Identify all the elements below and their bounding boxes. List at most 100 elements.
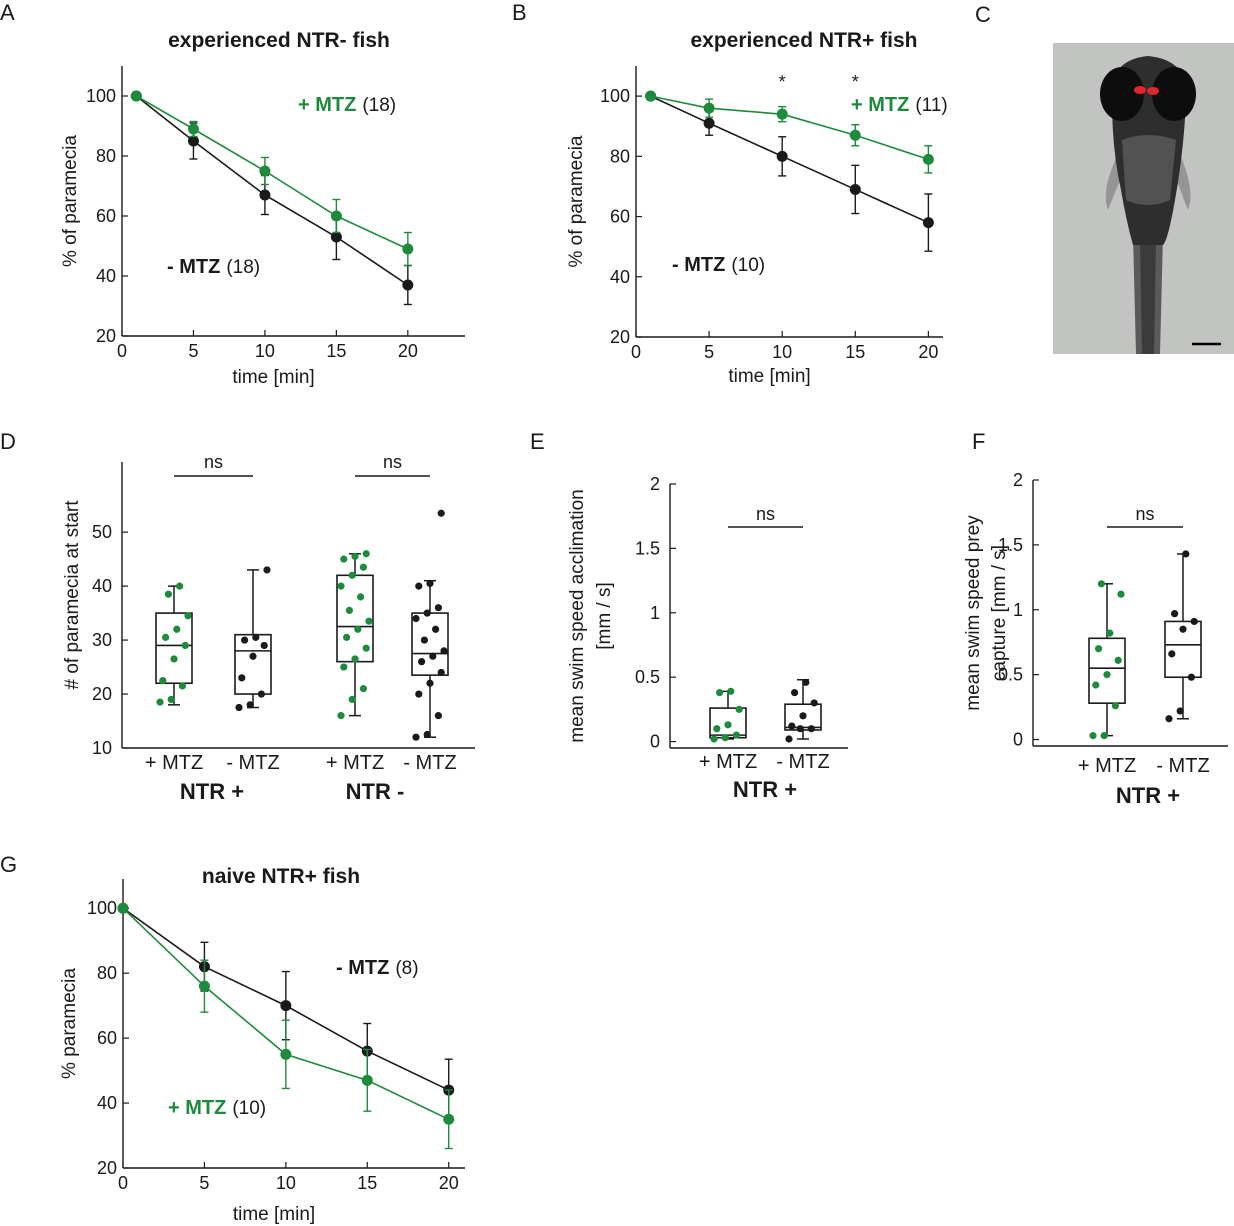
y-tick-label: 2 [1013,470,1023,490]
group-label-plus: + MTZ [326,752,384,774]
y-axis-label: % paramecia [59,968,80,1079]
data-point-minus [1171,610,1179,618]
y-axis-label-units: [mm / s] [594,582,615,650]
data-point-minus [1176,707,1184,715]
box-iqr [155,612,193,685]
data-point-minus [402,279,414,291]
comparison-ns-label: ns [1135,504,1154,524]
data-point-plus [1114,656,1122,664]
significance-star: * [779,72,786,92]
data-point-plus [1089,732,1097,740]
data-point-minus [1165,715,1173,723]
data-point-minus [280,1000,292,1012]
data-point-minus [415,690,423,698]
data-point-plus [732,731,741,739]
x-tick-label: 5 [704,342,714,362]
data-point-minus [423,730,431,739]
data-point-plus [178,682,186,690]
data-point-minus [802,678,810,686]
box-iqr [411,612,449,676]
y-tick-label: 1.5 [635,538,660,558]
data-point-plus [259,165,271,177]
y-tick-label: 0.5 [998,665,1023,685]
comparison-ns-label: ns [383,452,402,472]
data-point-minus [429,652,437,660]
data-point-plus [365,617,373,625]
data-point-minus [1179,625,1187,633]
data-point-minus [260,641,268,650]
y-tick-label: 40 [610,267,630,287]
y-tick-label: 60 [97,1028,117,1048]
data-point-plus [176,582,184,590]
data-point-minus [810,699,818,707]
data-point-plus [713,725,721,733]
y-tick-label: 60 [610,207,630,227]
y-tick-label: 0 [1013,730,1023,750]
x-tick-label: 15 [357,1173,377,1193]
series-name: - MTZ [336,957,389,979]
data-point-plus [159,676,167,685]
data-point-minus [1190,617,1198,626]
y-tick-label: 50 [92,522,112,542]
data-point-minus [330,231,342,243]
comparison-ns-label: ns [756,504,775,524]
y-tick-label: 100 [600,86,630,106]
group-label-minus: - MTZ [1156,755,1209,777]
group-label-minus: - MTZ [776,751,829,773]
data-point-plus [348,571,356,579]
x-tick-label: 20 [398,341,418,361]
data-point-minus [785,735,793,743]
data-point-plus [776,108,788,120]
data-point-plus [724,721,732,729]
data-point-plus [362,644,370,652]
data-point-plus [402,243,414,255]
data-point-plus [735,705,743,713]
x-axis-label: time [min] [232,367,314,388]
y-axis-label: mean swim speed prey [963,515,984,711]
sample-size: (18) [226,257,260,278]
sample-size: (10) [731,255,765,276]
panel-g-chart: 20 40 60 80 100 0 5 10 15 20 naive NTR+ fish time [… [59,865,465,1225]
y-tick-label: 100 [86,86,116,106]
data-point-minus [423,609,431,617]
data-point-plus [348,695,356,704]
data-point-minus [1168,650,1176,658]
x-tick-label: 5 [188,341,198,361]
data-point-minus [437,509,445,517]
x-tick-label: 10 [255,341,275,361]
series-name: - MTZ [167,256,220,278]
x-tick-label: 10 [276,1173,296,1193]
data-point-plus [351,655,359,663]
significance-star: * [852,72,859,92]
y-tick-label: 20 [610,327,630,347]
data-point-plus [359,563,367,571]
data-point-minus [791,689,799,697]
y-tick-label: 0.5 [635,667,660,687]
data-point-minus [420,636,428,644]
data-point-minus [437,668,445,677]
panel-label-a: A [0,0,15,25]
data-point-plus [184,612,192,620]
data-point-minus [235,703,243,712]
data-point-minus [440,647,448,655]
data-point-plus [1095,645,1103,653]
y-tick-label: 30 [92,630,112,650]
comparison-ns-label: ns [204,452,223,472]
series-line-plus [135,95,409,250]
data-point-minus [799,712,807,720]
data-point-minus [241,636,249,644]
data-point-plus [849,129,861,141]
data-point-plus [1117,590,1125,598]
data-point-minus [922,217,934,229]
neuron-marker-right [1147,87,1159,95]
box-iqr [1164,620,1202,679]
y-tick-label: 1 [1013,600,1023,620]
data-point-minus [259,189,271,201]
panel-d-chart: 10 20 30 40 50 # of paramecia at start + MTZ - … [62,452,475,804]
data-point-plus [710,735,718,743]
data-point-minus [788,722,796,730]
box-iqr [234,633,272,695]
data-point-minus [263,566,271,574]
data-point-plus [645,90,657,102]
sample-size: (18) [362,95,396,116]
